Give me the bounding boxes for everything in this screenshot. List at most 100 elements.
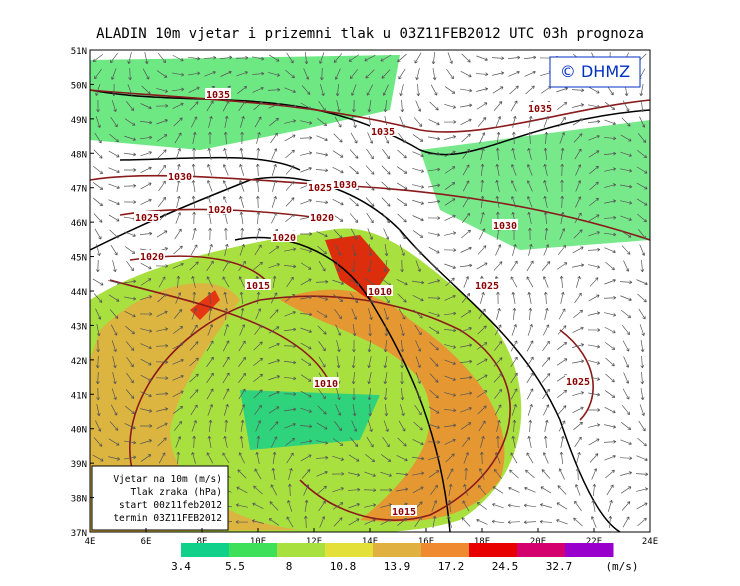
wind-arrow [319,52,325,64]
wind-arrow [603,151,617,156]
wind-arrow [479,291,485,304]
wind-arrow [510,260,518,272]
wind-arrow [367,340,372,353]
wind-arrow [526,196,533,208]
wind-arrow [367,372,372,385]
wind-arrow [336,388,341,401]
colorbar-swatch [229,543,278,557]
wind-arrow [110,52,118,64]
wind-arrow [526,372,534,384]
wind-arrow [285,181,295,191]
wind-arrow [96,324,101,337]
wind-arrow [412,151,424,158]
wind-arrow [156,327,169,332]
wind-arrow [428,167,441,172]
wind-arrow [427,152,441,156]
wind-arrow [155,360,169,364]
wind-arrow [175,148,181,160]
wind-arrow [112,372,117,385]
wind-arrow [269,117,279,127]
wind-arrow [588,392,601,397]
wind-arrow [108,167,120,174]
wind-arrow [382,212,390,224]
legend-line: Vjetar na 10m (m/s) [113,474,222,485]
wind-arrow [271,436,278,448]
wind-arrow [383,308,389,320]
wind-arrow [108,199,120,206]
wind-arrow [239,244,245,256]
wind-arrow [524,70,536,77]
wind-arrow [558,244,567,255]
wind-arrow [96,259,100,273]
wind-arrow [254,244,262,256]
wind-arrow [206,180,213,192]
wind-arrow [286,452,294,464]
wind-arrow [111,388,117,400]
wind-arrow [559,451,564,464]
wind-arrow [383,228,390,240]
wind-arrow [430,484,438,495]
wind-arrow [461,133,471,143]
legend-line: termin 03Z11FEB2012 [113,513,222,524]
wind-arrow [543,195,548,208]
wind-arrow [315,455,329,460]
wind-arrow [300,262,312,270]
wind-arrow [349,69,359,80]
wind-arrow [604,167,617,172]
wind-arrow [172,342,184,350]
wind-arrow [400,404,405,417]
isobar-label: 1015 [392,507,416,518]
isobar-label: 1030 [493,221,517,232]
wind-arrow [176,195,181,208]
wind-arrow [109,133,119,143]
wind-arrow [604,232,617,237]
wind-arrow [640,259,645,273]
wind-arrow [622,100,630,112]
wind-arrow [316,422,328,430]
wind-arrow [284,87,296,94]
wind-arrow [158,53,167,64]
wind-arrow [463,276,470,288]
wind-arrow [239,164,245,176]
wind-arrow [239,115,245,128]
wind-arrow [272,179,277,192]
wind-arrow [284,119,297,124]
wind-arrow [443,408,457,413]
wind-arrow [413,117,423,127]
wind-arrow [512,115,517,128]
wind-arrow [510,340,518,352]
wind-arrow [428,406,440,414]
wind-arrow [236,71,248,77]
wind-arrow [412,471,425,476]
wind-arrow [352,244,357,257]
wind-arrow [587,119,601,124]
wind-arrow [428,232,441,237]
wind-arrow [495,179,500,192]
wind-arrow [496,291,500,305]
wind-arrow [558,468,565,480]
wind-arrow [639,84,644,97]
wind-arrow [589,277,599,287]
wind-arrow [414,52,422,64]
wind-arrow [428,246,440,254]
wind-arrow [459,375,473,380]
wind-arrow [253,373,264,383]
wind-arrow [605,357,615,367]
wind-arrow [364,54,376,62]
wind-arrow [285,437,296,446]
isobar-label: 1020 [208,205,232,216]
wind-arrow [301,469,311,479]
lat-label: 44N [71,288,87,298]
wind-arrow [139,231,153,236]
wind-arrow [560,211,565,224]
wind-arrow [253,485,263,495]
isobar-label-bg [332,178,358,189]
lon-label: 10E [250,537,266,547]
wind-arrow [348,518,360,526]
wind-arrow [559,132,566,144]
wind-arrow [623,356,630,368]
wind-arrow [256,435,261,449]
isobar-label: 1010 [314,379,338,390]
wind-arrow [480,195,485,208]
lat-label: 47N [71,185,87,195]
